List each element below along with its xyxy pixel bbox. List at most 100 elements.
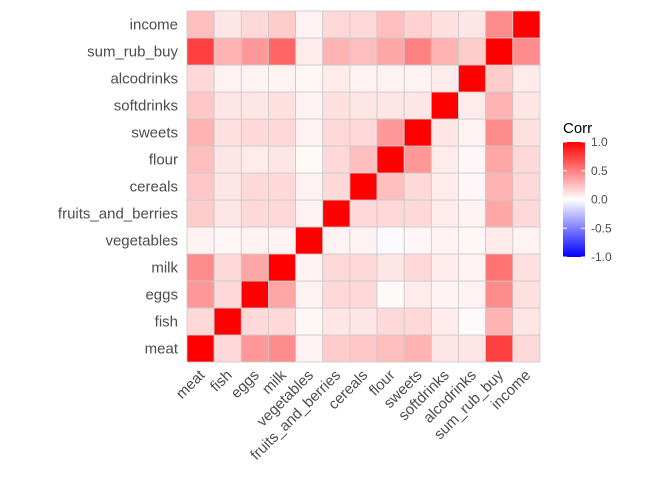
heatmap-cell-income-fish	[512, 307, 541, 336]
heatmap-cell-eggs-meat	[240, 334, 269, 363]
heatmap-cell-fruits_and_berries-cereals	[322, 172, 351, 201]
x-tick-label-eggs: eggs	[228, 367, 263, 402]
heatmap-cell-fish-alcodrinks	[213, 64, 242, 93]
heatmap-cell-fish-vegetables	[213, 226, 242, 255]
heatmap-cell-meat-flour	[186, 145, 215, 174]
heatmap-cell-meat-income	[186, 10, 215, 39]
heatmap-cell-softdrinks-flour	[430, 145, 459, 174]
heatmap-cell-meat-sweets	[186, 118, 215, 147]
heatmap-cell-vegetables-milk	[295, 253, 324, 282]
heatmap-cell-flour-meat	[376, 334, 405, 363]
heatmap-cell-sweets-milk	[403, 253, 432, 282]
heatmap-cell-meat-softdrinks	[186, 91, 215, 120]
heatmap-cell-eggs-milk	[240, 253, 269, 282]
heatmap-cell-income-meat	[512, 334, 541, 363]
heatmap-cell-fish-sweets	[213, 118, 242, 147]
heatmap-cell-fruits_and_berries-sweets	[322, 118, 351, 147]
heatmap-cell-income-sweets	[512, 118, 541, 147]
heatmap-cell-softdrinks-fish	[430, 307, 459, 336]
y-tick-label-vegetables: vegetables	[105, 233, 178, 250]
heatmap-cell-meat-fruits_and_berries	[186, 199, 215, 228]
heatmap-cell-meat-sum_rub_buy	[186, 37, 215, 66]
heatmap-cell-vegetables-sweets	[295, 118, 324, 147]
heatmap-cell-vegetables-fruits_and_berries	[295, 199, 324, 228]
y-tick-label-fruits_and_berries: fruits_and_berries	[58, 206, 178, 223]
heatmap-cell-income-fruits_and_berries	[512, 199, 541, 228]
heatmap-cell-cereals-fish	[349, 307, 378, 336]
heatmap-cell-flour-eggs	[376, 280, 405, 309]
heatmap-cell-vegetables-fish	[295, 307, 324, 336]
heatmap-cell-fruits_and_berries-alcodrinks	[322, 64, 351, 93]
heatmap-cell-income-milk	[512, 253, 541, 282]
heatmap-cell-sweets-flour	[403, 145, 432, 174]
legend-tick-label: -0.5	[591, 221, 612, 235]
heatmap-cell-fruits_and_berries-milk	[322, 253, 351, 282]
heatmap-cell-eggs-sweets	[240, 118, 269, 147]
heatmap-cell-milk-sweets	[268, 118, 297, 147]
heatmap-cell-fruits_and_berries-fish	[322, 307, 351, 336]
heatmap-cell-eggs-fruits_and_berries	[240, 199, 269, 228]
heatmap-cell-fish-fish	[213, 307, 242, 336]
heatmap-cell-sweets-cereals	[403, 172, 432, 201]
heatmap-cell-eggs-alcodrinks	[240, 64, 269, 93]
heatmap-cell-sweets-sum_rub_buy	[403, 37, 432, 66]
heatmap-cell-flour-fruits_and_berries	[376, 199, 405, 228]
heatmap-cell-sum_rub_buy-meat	[485, 334, 514, 363]
heatmap-cell-vegetables-cereals	[295, 172, 324, 201]
heatmap-cell-sum_rub_buy-softdrinks	[485, 91, 514, 120]
heatmap-cell-meat-alcodrinks	[186, 64, 215, 93]
heatmap-cell-sweets-vegetables	[403, 226, 432, 255]
heatmap-cell-fruits_and_berries-softdrinks	[322, 91, 351, 120]
heatmap-cell-vegetables-softdrinks	[295, 91, 324, 120]
heatmap-cell-alcodrinks-flour	[458, 145, 487, 174]
legend: Corr 1.0 0.5 0.0 -0.5 -1.0	[563, 120, 612, 264]
heatmap-cell-sum_rub_buy-flour	[485, 145, 514, 174]
heatmap-cell-vegetables-income	[295, 10, 324, 39]
legend-title: Corr	[563, 120, 592, 137]
heatmap-cell-income-cereals	[512, 172, 541, 201]
heatmap-cell-eggs-vegetables	[240, 226, 269, 255]
heatmap-cell-sum_rub_buy-sweets	[485, 118, 514, 147]
heatmap-cell-milk-eggs	[268, 280, 297, 309]
heatmap-cell-fish-cereals	[213, 172, 242, 201]
heatmap-cell-flour-softdrinks	[376, 91, 405, 120]
heatmap-cell-milk-vegetables	[268, 226, 297, 255]
heatmap-cell-sum_rub_buy-alcodrinks	[485, 64, 514, 93]
heatmap-cell-flour-milk	[376, 253, 405, 282]
heatmap-cell-income-softdrinks	[512, 91, 541, 120]
heatmap-cell-income-eggs	[512, 280, 541, 309]
heatmap-cell-flour-sum_rub_buy	[376, 37, 405, 66]
y-tick-label-eggs: eggs	[145, 287, 178, 304]
heatmap-cell-softdrinks-meat	[430, 334, 459, 363]
heatmap-cell-flour-sweets	[376, 118, 405, 147]
heatmap-cell-vegetables-alcodrinks	[295, 64, 324, 93]
heatmap-cell-income-income	[512, 10, 541, 39]
heatmap-cell-cereals-cereals	[349, 172, 378, 201]
heatmap-cell-softdrinks-income	[430, 10, 459, 39]
heatmap-cell-fruits_and_berries-vegetables	[322, 226, 351, 255]
heatmap-cell-flour-flour	[376, 145, 405, 174]
heatmap-cell-fruits_and_berries-sum_rub_buy	[322, 37, 351, 66]
heatmap-cell-income-flour	[512, 145, 541, 174]
heatmap-cell-eggs-sum_rub_buy	[240, 37, 269, 66]
heatmap-cell-softdrinks-fruits_and_berries	[430, 199, 459, 228]
heatmap-cell-milk-softdrinks	[268, 91, 297, 120]
heatmap-cell-sweets-eggs	[403, 280, 432, 309]
heatmap-cell-sum_rub_buy-eggs	[485, 280, 514, 309]
heatmap-cell-alcodrinks-eggs	[458, 280, 487, 309]
heatmap-cell-flour-vegetables	[376, 226, 405, 255]
heatmap-cell-milk-fish	[268, 307, 297, 336]
heatmap-cell-milk-fruits_and_berries	[268, 199, 297, 228]
heatmap-cell-cereals-milk	[349, 253, 378, 282]
heatmap-cell-fish-fruits_and_berries	[213, 199, 242, 228]
heatmap-cell-sweets-income	[403, 10, 432, 39]
heatmap-cell-cereals-sweets	[349, 118, 378, 147]
heatmap-cell-fish-flour	[213, 145, 242, 174]
heatmap-cell-fish-sum_rub_buy	[213, 37, 242, 66]
y-tick-label-meat: meat	[145, 341, 179, 358]
legend-tick-label: 0.0	[591, 193, 608, 207]
y-tick-label-softdrinks: softdrinks	[114, 98, 178, 115]
heatmap-cell-flour-fish	[376, 307, 405, 336]
y-tick-label-sweets: sweets	[131, 125, 178, 142]
